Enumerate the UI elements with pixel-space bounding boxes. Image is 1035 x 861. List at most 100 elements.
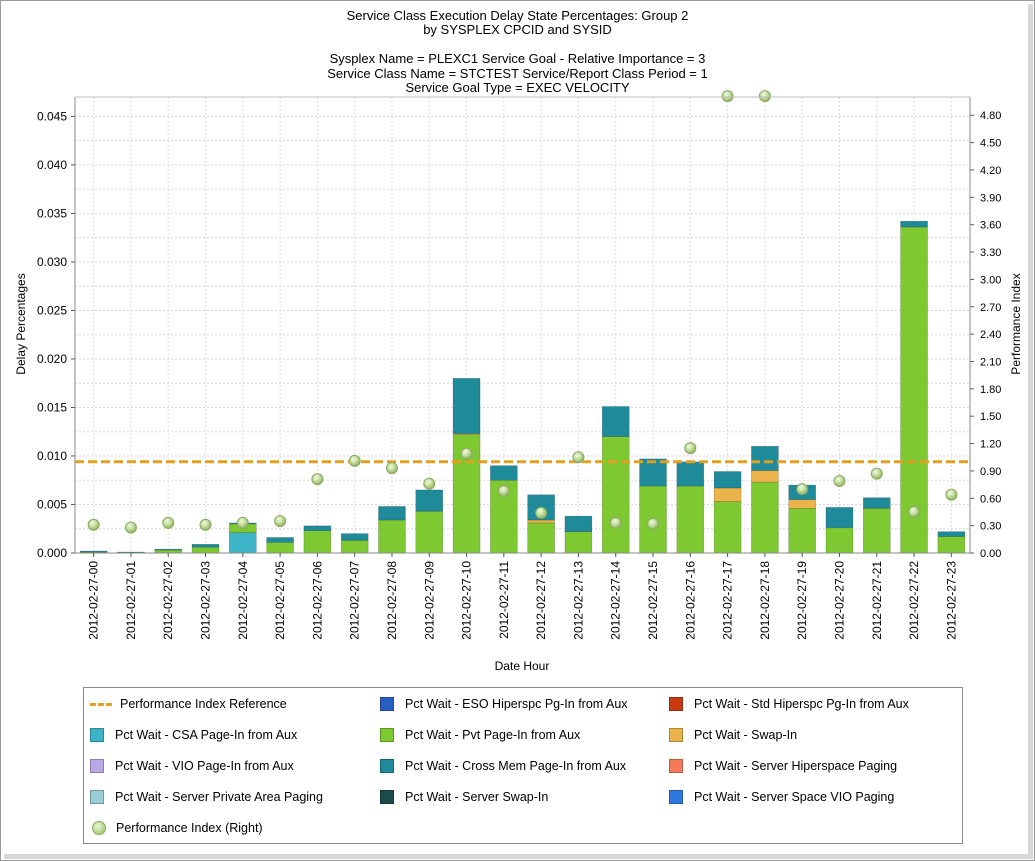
bar-segment bbox=[415, 510, 444, 554]
y2-tick-label: 2.70 bbox=[980, 302, 1001, 314]
x-tick-label: 2012-02-27-10 bbox=[460, 561, 474, 640]
frame-shadow-right bbox=[1028, 4, 1033, 859]
bar-segment bbox=[266, 542, 294, 554]
legend-item: Pct Wait - Pvt Page-In from Aux bbox=[380, 727, 580, 743]
legend-swatch bbox=[669, 697, 683, 711]
bar-segment bbox=[378, 519, 406, 554]
chart-title-line-2: by SYSPLEX CPCID and SYSID bbox=[423, 22, 612, 37]
y-tick-label: 0.040 bbox=[37, 158, 67, 172]
legend-label: Pct Wait - Server Swap-In bbox=[405, 790, 549, 804]
legend-swatch bbox=[380, 759, 394, 773]
bar-segment bbox=[564, 515, 593, 532]
legend-label: Pct Wait - Pvt Page-In from Aux bbox=[405, 728, 581, 742]
legend-label: Pct Wait - ESO Hiperspc Pg-In from Aux bbox=[405, 697, 628, 711]
pi-point bbox=[348, 454, 361, 467]
legend-label: Pct Wait - Server Space VIO Paging bbox=[694, 790, 895, 804]
legend-swatch bbox=[90, 728, 104, 742]
pi-point bbox=[609, 516, 622, 529]
legend-swatch bbox=[90, 759, 104, 773]
x-tick-label: 2012-02-27-07 bbox=[348, 561, 362, 640]
x-tick-label: 2012-02-27-06 bbox=[310, 561, 324, 640]
bar-segment bbox=[303, 530, 332, 554]
chart-title-line-6: Service Goal Type = EXEC VELOCITY bbox=[405, 80, 630, 95]
x-tick-label: 2012-02-27-01 bbox=[124, 561, 138, 640]
legend-swatch bbox=[669, 728, 683, 742]
legend-label: Pct Wait - Std Hiperspc Pg-In from Aux bbox=[694, 697, 909, 711]
legend-item: Pct Wait - Server Hiperspace Paging bbox=[669, 758, 897, 774]
legend: Performance Index Reference Pct Wait - ES… bbox=[83, 687, 963, 844]
bar-segment bbox=[900, 226, 928, 554]
bar-segment bbox=[79, 550, 108, 553]
bar-segment bbox=[676, 461, 705, 487]
x-tick-label: 2012-02-27-18 bbox=[758, 561, 772, 640]
legend-item: Pct Wait - CSA Page-In from Aux bbox=[90, 727, 297, 743]
x-tick-label: 2012-02-27-16 bbox=[683, 561, 697, 640]
legend-swatch bbox=[669, 790, 683, 804]
bar-segment bbox=[154, 548, 183, 551]
bar-segment bbox=[900, 220, 928, 228]
pi-point bbox=[385, 462, 398, 475]
pi-point bbox=[162, 516, 175, 529]
bar-segment bbox=[825, 507, 854, 529]
x-tick-label: 2012-02-27-14 bbox=[609, 561, 623, 640]
bar-segment bbox=[191, 546, 220, 554]
x-tick-label: 2012-02-27-00 bbox=[87, 561, 101, 640]
bar-segment bbox=[788, 499, 816, 509]
legend-label: Pct Wait - CSA Page-In from Aux bbox=[115, 728, 298, 742]
x-tick-label: 2012-02-27-11 bbox=[497, 561, 511, 639]
legend-item: Pct Wait - Std Hiperspc Pg-In from Aux bbox=[669, 696, 909, 712]
y-tick-label: 0.000 bbox=[37, 546, 67, 560]
bar-segment bbox=[452, 378, 481, 434]
legend-item: Performance Index Reference bbox=[90, 696, 287, 712]
legend-item: Pct Wait - Server Space VIO Paging bbox=[669, 789, 894, 805]
pi-point bbox=[796, 483, 809, 496]
legend-item: Pct Wait - VIO Page-In from Aux bbox=[90, 758, 294, 774]
bar-segment bbox=[825, 527, 854, 554]
pi-point bbox=[87, 518, 100, 531]
bar-segment bbox=[937, 531, 966, 537]
pi-point bbox=[833, 474, 846, 487]
legend-label: Pct Wait - Server Hiperspace Paging bbox=[694, 759, 898, 773]
legend-dot-marker bbox=[92, 821, 106, 835]
chart-title-line-1: Service Class Execution Delay State Perc… bbox=[346, 8, 689, 23]
bar-segment bbox=[751, 481, 779, 554]
y2-tick-label: 3.00 bbox=[980, 274, 1001, 286]
pi-point bbox=[945, 488, 958, 501]
bar-segment bbox=[340, 533, 369, 541]
y-tick-label: 0.010 bbox=[37, 449, 67, 463]
x-tick-label: 2012-02-27-12 bbox=[534, 561, 548, 640]
bar-segment bbox=[527, 522, 555, 554]
pi-point bbox=[535, 506, 548, 519]
frame-shadow-bottom bbox=[4, 854, 1033, 859]
chart-title-line-5: Service Class Name = STCTEST Service/Rep… bbox=[327, 66, 708, 81]
x-tick-label: 2012-02-27-17 bbox=[721, 561, 735, 640]
pi-point bbox=[908, 505, 921, 518]
legend-item: Pct Wait - Swap-In bbox=[669, 727, 797, 743]
x-tick-label: 2012-02-27-03 bbox=[199, 561, 213, 640]
y2-tick-label: 3.60 bbox=[980, 220, 1001, 232]
bar-segment bbox=[601, 406, 630, 437]
bar-segment bbox=[303, 525, 332, 531]
y2-tick-label: 2.40 bbox=[980, 329, 1001, 341]
bar-segment bbox=[788, 508, 816, 554]
bar-segment bbox=[937, 536, 966, 554]
y2-tick-label: 3.90 bbox=[980, 192, 1001, 204]
y-tick-label: 0.015 bbox=[37, 400, 67, 414]
bar-layer bbox=[79, 220, 966, 554]
y-axis-label: Delay Percentages bbox=[14, 273, 28, 374]
legend-swatch bbox=[90, 790, 104, 804]
plot-area bbox=[75, 97, 970, 553]
x-axis-label: Date Hour bbox=[495, 659, 550, 673]
y2-tick-label: 3.30 bbox=[980, 247, 1001, 259]
y2-tick-label: 0.00 bbox=[980, 548, 1001, 560]
x-tick-label: 2012-02-27-15 bbox=[646, 561, 660, 640]
legend-item: Performance Index (Right) bbox=[90, 820, 263, 836]
pi-point bbox=[721, 90, 734, 103]
pi-point bbox=[311, 473, 324, 486]
bar-segment bbox=[862, 508, 891, 554]
legend-swatch bbox=[380, 790, 394, 804]
y2-tick-label: 1.20 bbox=[980, 439, 1001, 451]
bar-segment bbox=[601, 436, 630, 554]
legend-swatch bbox=[380, 697, 394, 711]
pi-point bbox=[274, 515, 287, 528]
